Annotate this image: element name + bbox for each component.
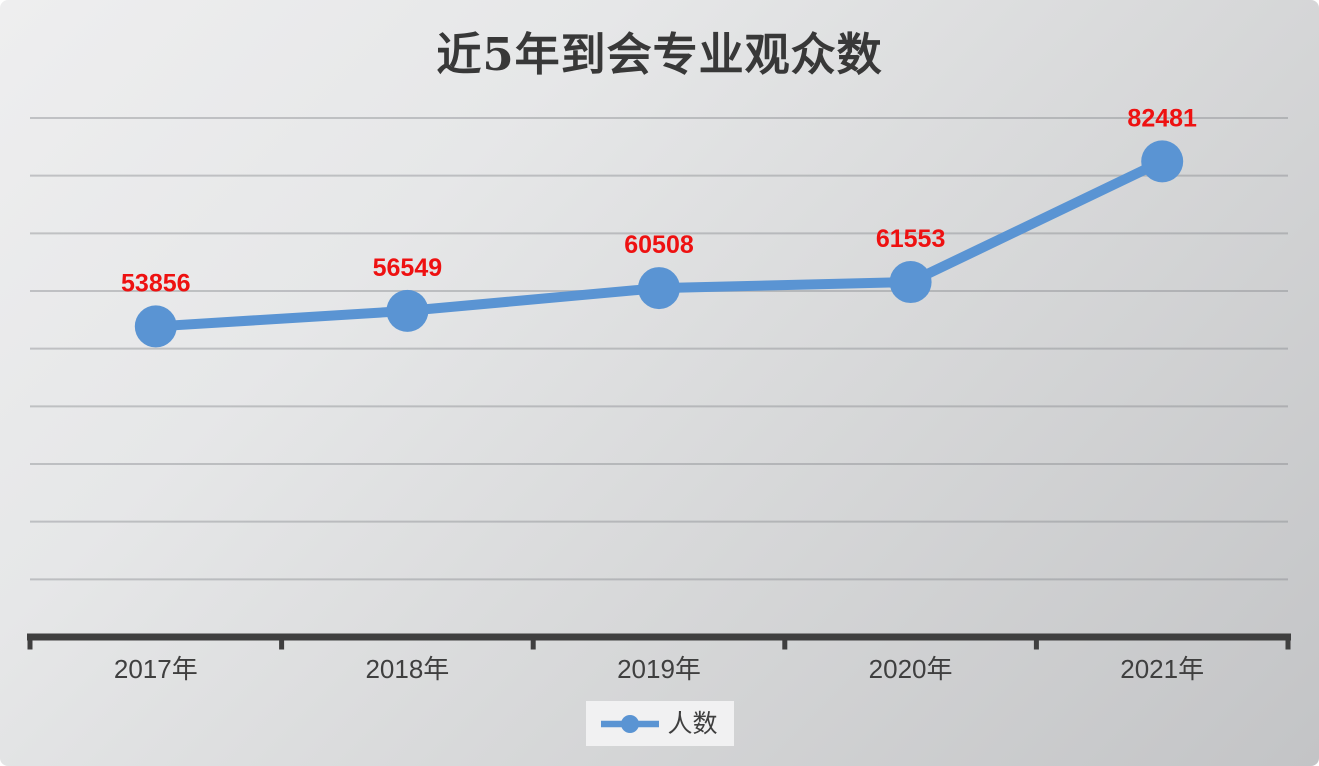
x-axis-tick <box>782 640 788 650</box>
x-axis-tick <box>279 640 285 650</box>
x-axis-tick <box>1033 640 1039 650</box>
x-axis-line <box>27 633 1291 641</box>
chart-title: 近5年到会专业观众数 <box>436 28 883 81</box>
x-axis-tick <box>27 640 33 650</box>
x-axis-tick-label: 2020年 <box>869 654 953 684</box>
x-axis-tick-label: 2017年 <box>114 654 198 684</box>
data-point-marker[interactable] <box>889 261 932 304</box>
data-point-marker[interactable] <box>1141 140 1184 183</box>
legend-marker-dot <box>620 714 639 733</box>
data-point-marker[interactable] <box>638 267 680 310</box>
data-label: 61553 <box>876 225 946 253</box>
x-axis-tick <box>1285 640 1291 650</box>
legend-label: 人数 <box>667 709 718 738</box>
data-label: 53856 <box>121 269 191 297</box>
data-label: 60508 <box>624 231 694 259</box>
data-label: 56549 <box>373 254 443 282</box>
x-axis-tick-label: 2021年 <box>1120 654 1204 684</box>
x-axis-tick-label: 2019年 <box>617 654 701 684</box>
legend-line-marker-icon <box>600 714 659 733</box>
data-point-marker[interactable] <box>386 289 429 332</box>
data-label: 82481 <box>1127 104 1197 132</box>
x-axis-tick-label: 2018年 <box>365 654 449 684</box>
data-point-marker[interactable] <box>134 305 177 348</box>
x-axis-tick <box>530 640 536 650</box>
legend[interactable]: 人数 <box>585 701 734 746</box>
